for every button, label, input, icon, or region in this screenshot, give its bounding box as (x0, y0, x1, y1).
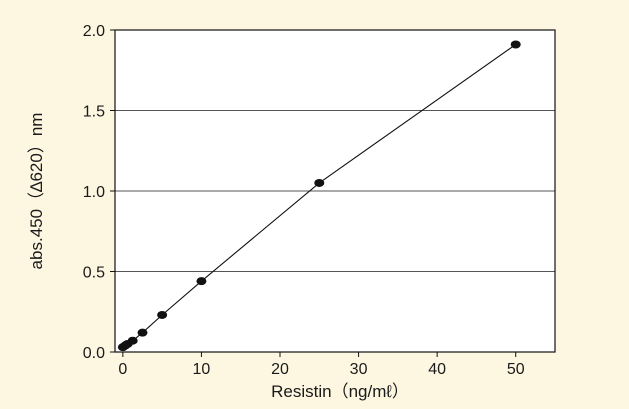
data-points (117, 40, 521, 352)
x-tick-label: 40 (428, 361, 446, 378)
x-tick-label: 50 (507, 361, 525, 378)
y-tick-label: 0.0 (83, 345, 105, 362)
data-point (127, 336, 138, 345)
x-axis-label: Resistin（ng/mℓ） (271, 382, 409, 401)
data-point (196, 277, 207, 286)
data-point (157, 310, 168, 319)
x-tick-label: 30 (350, 361, 368, 378)
y-tick-label: 2.0 (83, 23, 105, 40)
data-point (314, 178, 325, 187)
x-tick-label: 20 (271, 361, 289, 378)
y-axis-label: abs.450（∆620）nm (27, 113, 46, 270)
axis-ticks: 0.0 0.5 1.0 1.5 2.0 0 10 20 30 40 50 (83, 23, 525, 378)
y-tick-label: 0.5 (83, 265, 105, 282)
data-point (510, 40, 521, 49)
x-tick-label: 0 (118, 361, 127, 378)
x-tick-label: 10 (193, 361, 211, 378)
gridlines (115, 110, 555, 272)
y-tick-label: 1.5 (83, 104, 105, 121)
data-point (137, 328, 148, 337)
y-tick-label: 1.0 (83, 184, 105, 201)
